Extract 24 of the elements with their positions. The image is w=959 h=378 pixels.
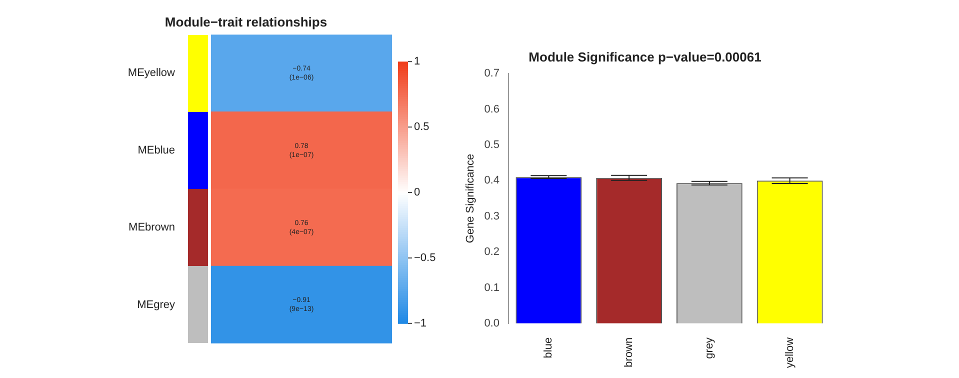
chart-title: Module−trait relationships — [164, 14, 328, 30]
y-tick-label: 0.6 — [484, 103, 500, 116]
y-tick-label: 0.1 — [484, 282, 500, 294]
y-tick-label: MEblue — [138, 144, 175, 156]
color-bar-label: 1 — [414, 56, 420, 68]
y-tick-label: MEbrown — [128, 222, 175, 234]
y-tick-label: 0.0 — [484, 317, 500, 330]
x-tick-label: grey — [703, 336, 716, 359]
x-tick-label: brown — [623, 337, 636, 368]
y-tick-label: 0.3 — [484, 210, 500, 222]
color-bar-label: 0 — [414, 186, 420, 199]
y-tick-label: MEgrey — [137, 298, 176, 311]
y-axis-title: Gene Significance — [464, 154, 477, 244]
y-tick-label: 0.4 — [484, 174, 500, 187]
color-bar-label: 0.5 — [414, 121, 430, 134]
y-tick-label: 0.5 — [484, 139, 500, 152]
x-tick-label: blue — [542, 337, 555, 358]
y-tick-label: MEyellow — [128, 67, 176, 80]
y-tick-label: 0.7 — [484, 68, 500, 80]
x-tick-label: yellow — [784, 337, 796, 368]
color-bar-label: −0.5 — [414, 252, 436, 264]
y-tick-label: 0.2 — [484, 246, 500, 258]
color-bar-label: −1 — [414, 317, 427, 330]
chart-title: Module Significance p−value=0.00061 — [528, 49, 762, 64]
